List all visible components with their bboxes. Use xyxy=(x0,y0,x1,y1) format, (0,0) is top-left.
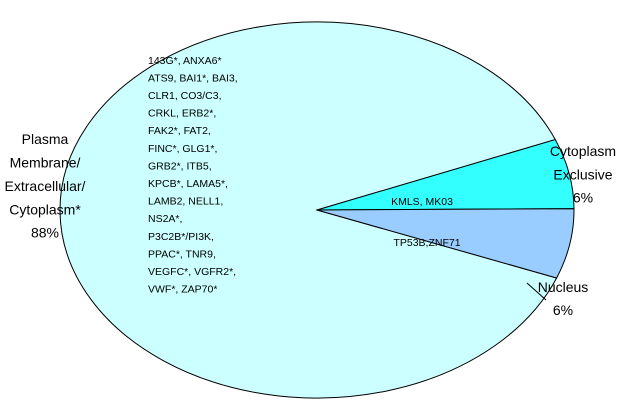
label-line: Cytoplasm xyxy=(550,143,616,159)
label-line: Exclusive xyxy=(553,166,612,182)
category-label: Cytoplasm Exclusive xyxy=(550,143,616,183)
slice-annotation: NS2A*, xyxy=(148,213,182,225)
slice-annotation: PPAC*, TNR9, xyxy=(148,248,216,260)
slice-annotation: FAK2*, FAT2, xyxy=(148,125,211,137)
slice-annotation: CRKL, ERB2*, xyxy=(148,108,216,120)
category-label: Nucleus xyxy=(538,279,589,295)
slice-annotation: VWF*, ZAP70* xyxy=(148,284,217,296)
slice-annotation: TP53B,ZNF71 xyxy=(393,237,460,249)
slice-annotation: ATS9, BAI1*, BAI3, xyxy=(148,72,238,84)
slice-annotation: CLR1, CO3/C3, xyxy=(148,90,222,102)
label-line: Cytoplasm* xyxy=(9,201,81,217)
value-label: 6% xyxy=(553,302,573,318)
category-label: Plasma Membrane/Extracellular/Cytoplasm* xyxy=(5,131,86,218)
slice-annotation: P3C2B*/PI3K, xyxy=(148,231,214,243)
label-line: Nucleus xyxy=(538,279,589,295)
value-label: 88% xyxy=(31,225,59,241)
slice-annotation: VEGFC*, VGFR2*, xyxy=(148,266,236,278)
slice-annotation: KMLS, MK03 xyxy=(391,196,453,208)
pie-slice xyxy=(316,208,575,279)
leader-line xyxy=(526,282,547,301)
slice-annotation: KPCB*, LAMA5*, xyxy=(148,178,228,190)
label-line: Membrane/ xyxy=(10,154,81,170)
slice-annotation: FINC*, GLG1*, xyxy=(148,143,217,155)
label-line: Plasma xyxy=(22,131,69,147)
slice-annotation: LAMB2, NELL1, xyxy=(148,196,223,208)
pie-slice xyxy=(59,21,558,399)
label-line: Extracellular/ xyxy=(5,178,86,194)
value-label: 6% xyxy=(573,190,593,206)
slice-annotation: GRB2*, ITB5, xyxy=(148,160,212,172)
slice-annotation: 143G*, ANXA6* xyxy=(148,55,222,67)
